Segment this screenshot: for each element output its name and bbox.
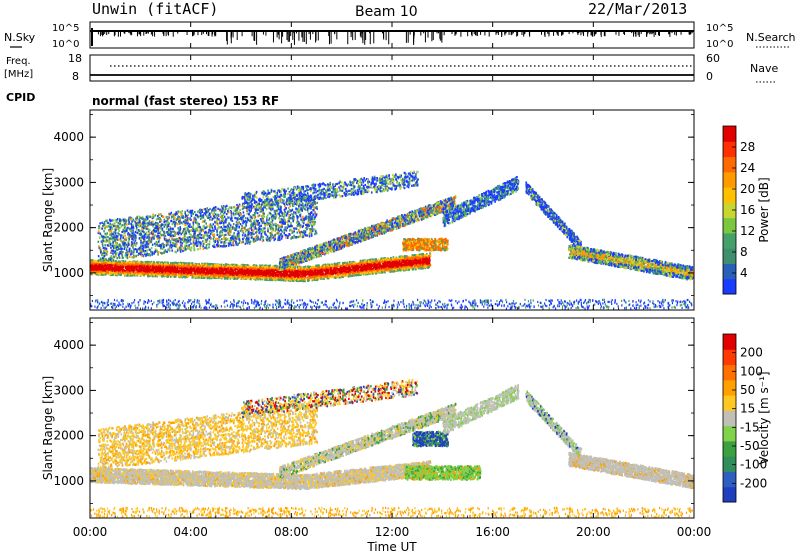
freq-left-tick-bottom: 8 bbox=[72, 70, 79, 83]
colorbar-tick-label: 24 bbox=[740, 161, 755, 175]
frequency-panel: Freq. [MHz] 18 8 60 0 Nave bbox=[4, 52, 778, 83]
colorbar-swatch bbox=[723, 187, 736, 203]
colorbar-swatch bbox=[723, 248, 736, 264]
x-tick-label: 20:00 bbox=[576, 525, 611, 539]
velocity-colorbar-label: Velocity [m s⁻¹] bbox=[757, 371, 771, 464]
colorbar-tick-label: 20 bbox=[740, 182, 755, 196]
nave-label: Nave bbox=[750, 62, 778, 75]
y-tick-label: 4000 bbox=[53, 130, 84, 144]
colorbar-tick-label: 16 bbox=[740, 203, 755, 217]
noise-left-tick-top: 10^5 bbox=[52, 23, 79, 34]
power-panel-background bbox=[90, 110, 694, 310]
freq-left-tick-top: 18 bbox=[68, 52, 82, 65]
x-axis-label: Time UT bbox=[366, 540, 417, 554]
x-tick-label: 08:00 bbox=[274, 525, 309, 539]
y-tick-label: 3000 bbox=[53, 175, 84, 189]
power-colorbar-label: Power [dB] bbox=[757, 177, 771, 242]
colorbar-swatch bbox=[723, 126, 736, 142]
cpid-text: normal (fast stereo) 153 RF bbox=[92, 94, 279, 108]
colorbar-swatch bbox=[723, 141, 736, 157]
colorbar-tick-label: 200 bbox=[740, 346, 763, 360]
y-tick-label: 4000 bbox=[53, 338, 84, 352]
freq-label-line1: Freq. bbox=[6, 56, 31, 67]
y-tick-label: 2000 bbox=[53, 429, 84, 443]
power-colorbar: 4 8 12 16 20 24 28 bbox=[723, 126, 755, 295]
x-tick-label: 04:00 bbox=[173, 525, 208, 539]
colorbar-swatch bbox=[723, 487, 736, 503]
colorbar-swatch bbox=[723, 471, 736, 487]
colorbar-swatch bbox=[723, 456, 736, 472]
colorbar-swatch bbox=[723, 263, 736, 279]
noise-right-tick-top: 10^5 bbox=[706, 23, 733, 34]
station-title: Unwin (fitACF) bbox=[92, 0, 218, 18]
y-tick-label: 1000 bbox=[53, 474, 84, 488]
colorbar-tick-label: 50 bbox=[740, 383, 755, 397]
x-tick-label: 00:00 bbox=[73, 525, 108, 539]
colorbar-tick-label: 12 bbox=[740, 224, 755, 238]
colorbar-tick-label: 4 bbox=[740, 266, 748, 280]
noise-right-tick-bottom: 10^0 bbox=[706, 39, 733, 50]
noise-left-label: N.Sky bbox=[4, 31, 36, 44]
colorbar-tick-label: 15 bbox=[740, 402, 755, 416]
y-tick-label: 1000 bbox=[53, 266, 84, 280]
colorbar-swatch bbox=[723, 441, 736, 457]
colorbar-swatch bbox=[723, 380, 736, 396]
colorbar-swatch bbox=[723, 279, 736, 295]
colorbar-swatch bbox=[723, 334, 736, 350]
noise-left-tick-bottom: 10^0 bbox=[52, 39, 79, 50]
x-tick-label: 16:00 bbox=[475, 525, 510, 539]
velocity-panel-background bbox=[90, 318, 694, 518]
y-tick-label: 3000 bbox=[53, 383, 84, 397]
colorbar-tick-label: 28 bbox=[740, 140, 755, 154]
colorbar-tick-label: 8 bbox=[740, 245, 748, 259]
freq-right-tick-top: 60 bbox=[706, 52, 720, 65]
colorbar-swatch bbox=[723, 233, 736, 249]
x-tick-label: 00:00 bbox=[677, 525, 712, 539]
colorbar-swatch bbox=[723, 426, 736, 442]
freq-right-tick-bottom: 0 bbox=[706, 70, 713, 83]
noise-panel: N.Sky 10^5 10^0 10^5 10^0 N.Search bbox=[4, 22, 796, 50]
power-y-axis-label: Slant Range [km] bbox=[41, 168, 55, 272]
noise-right-label: N.Search bbox=[746, 31, 796, 44]
x-tick-label: 12:00 bbox=[375, 525, 410, 539]
colorbar-swatch bbox=[723, 349, 736, 365]
date-title: 22/Mar/2013 bbox=[588, 0, 687, 18]
colorbar-swatch bbox=[723, 410, 736, 426]
power-panel: 1000 2000 3000 4000 Slant Range [km] 4 8 12 16… bbox=[41, 110, 771, 310]
colorbar-tick-label: -200 bbox=[740, 476, 767, 490]
colorbar-swatch bbox=[723, 157, 736, 173]
colorbar-swatch bbox=[723, 172, 736, 188]
cpid-label: CPID bbox=[6, 91, 35, 104]
freq-label-line2: [MHz] bbox=[4, 69, 33, 80]
beam-title: Beam 10 bbox=[355, 4, 418, 20]
y-tick-label: 2000 bbox=[53, 221, 84, 235]
colorbar-swatch bbox=[723, 365, 736, 381]
velocity-y-axis-label: Slant Range [km] bbox=[41, 376, 55, 480]
